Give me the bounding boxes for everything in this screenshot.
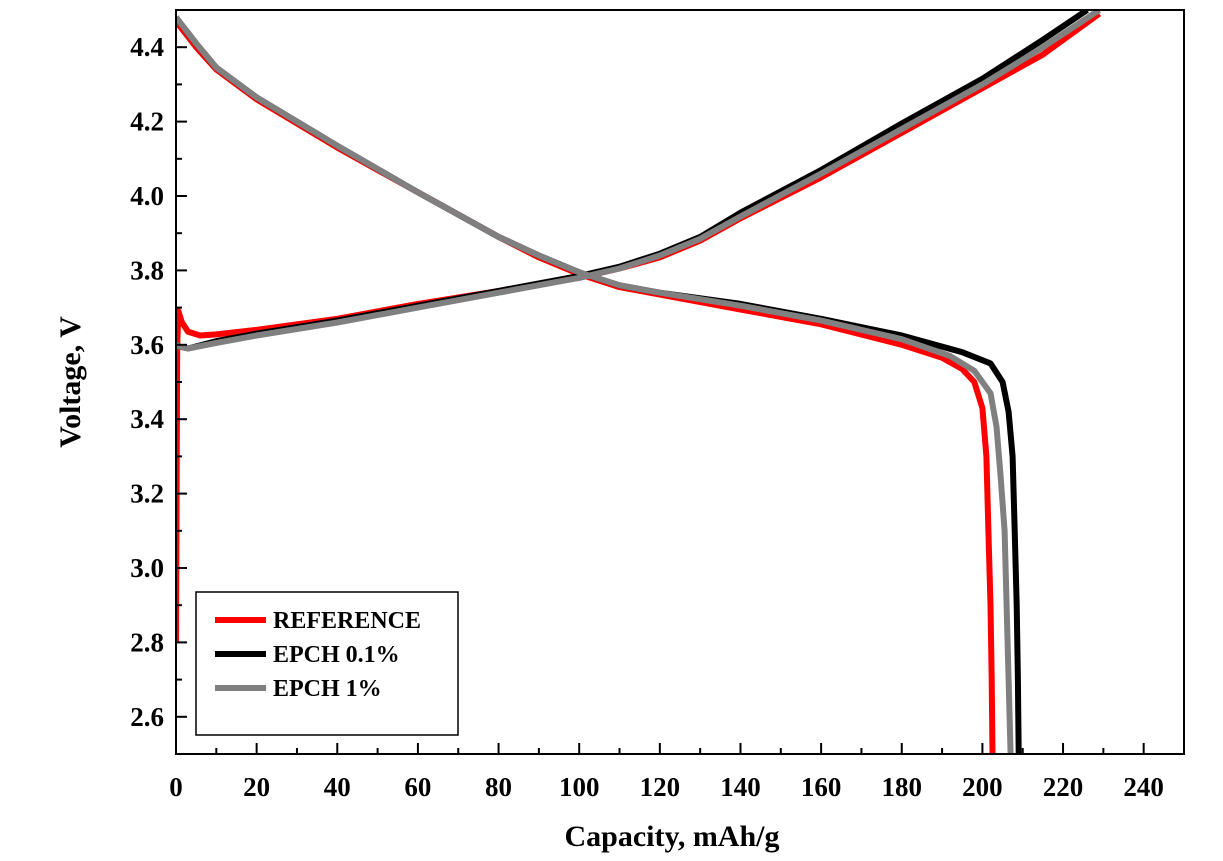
x-tick-label: 200 <box>962 772 1003 802</box>
legend-label-reference: REFERENCE <box>273 608 421 634</box>
legend-label-epch-1: EPCH 1% <box>273 676 382 702</box>
series-line-epch-0-1-charge <box>176 10 1089 352</box>
x-tick-label: 80 <box>485 772 512 802</box>
series-line-epch-1-discharge <box>176 15 1014 754</box>
y-tick-label: 4.0 <box>130 181 164 211</box>
x-tick-label: 160 <box>801 772 842 802</box>
y-tick-label: 3.8 <box>130 255 164 285</box>
x-tick-label: 0 <box>169 772 183 802</box>
legend-box <box>195 591 459 736</box>
series-line-epch-1-charge <box>176 10 1101 352</box>
x-axis-title: Capacity, mAh/g <box>564 820 779 853</box>
x-tick-label: 120 <box>640 772 681 802</box>
tick-labels-layer: 0 20 40 60 80 100 120 140 160 180 200 220 240 2.6 2.8 3… <box>130 32 1164 802</box>
y-tick-label: 4.4 <box>130 32 164 62</box>
ticks-layer <box>175 46 1145 754</box>
x-tick-label: 220 <box>1043 772 1084 802</box>
x-tick-label: 40 <box>324 772 351 802</box>
y-tick-label: 3.0 <box>130 553 164 583</box>
x-tick-label: 20 <box>243 772 270 802</box>
y-tick-label: 2.8 <box>130 627 164 657</box>
y-tick-label: 3.6 <box>130 330 164 360</box>
x-tick-label: 140 <box>720 772 761 802</box>
y-tick-label: 3.2 <box>130 479 164 509</box>
y-tick-label: 2.6 <box>130 702 164 732</box>
legend: REFERENCE EPCH 0.1% EPCH 1% <box>195 591 459 736</box>
x-tick-label: 60 <box>404 772 431 802</box>
x-tick-label: 180 <box>882 772 923 802</box>
x-tick-label: 100 <box>559 772 600 802</box>
x-tick-label: 240 <box>1123 772 1164 802</box>
series-layer <box>176 10 1102 754</box>
y-axis-title: Voltage, V <box>54 316 87 448</box>
y-tick-label: 3.4 <box>130 404 164 434</box>
y-tick-label: 4.2 <box>130 107 164 137</box>
legend-label-epch-0-1: EPCH 0.1% <box>273 642 400 668</box>
